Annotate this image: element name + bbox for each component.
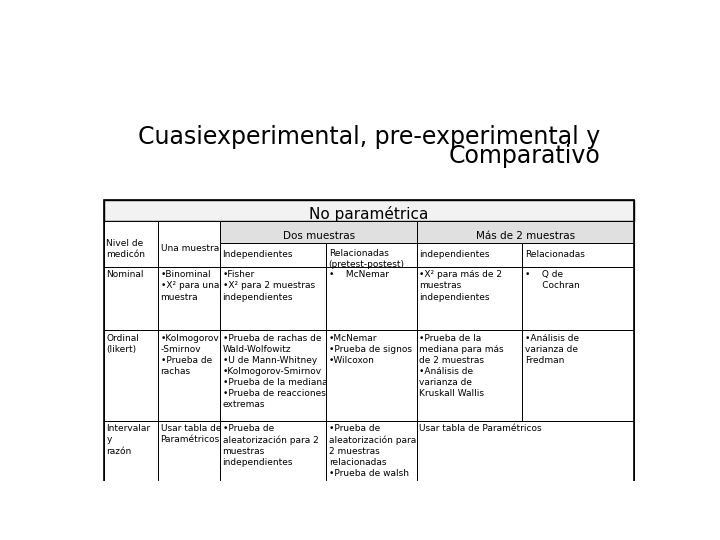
Text: •Prueba de
aleatorización para
2 muestras
relacionadas
•Prueba de walsh: •Prueba de aleatorización para 2 muestra… bbox=[329, 424, 416, 478]
Bar bbox=[417, 330, 523, 421]
Text: Relacionadas: Relacionadas bbox=[525, 251, 585, 260]
Text: •    McNemar: • McNemar bbox=[329, 271, 389, 279]
Text: •Análisis de
varianza de
Fredman: •Análisis de varianza de Fredman bbox=[525, 334, 579, 364]
Text: Cuasiexperimental, pre-experimental y: Cuasiexperimental, pre-experimental y bbox=[138, 125, 600, 149]
Bar bbox=[104, 330, 158, 421]
Bar bbox=[326, 330, 417, 421]
Bar bbox=[104, 221, 158, 267]
Text: Una muestra: Una muestra bbox=[161, 244, 219, 253]
Text: Usar tabla de Paramétricos: Usar tabla de Paramétricos bbox=[419, 424, 542, 434]
Text: •McNemar
•Prueba de signos
•Wilcoxon: •McNemar •Prueba de signos •Wilcoxon bbox=[329, 334, 412, 364]
Bar bbox=[104, 267, 158, 330]
Bar bbox=[104, 421, 158, 492]
Bar bbox=[417, 421, 523, 492]
Text: •Fisher
•X² para 2 muestras
independientes: •Fisher •X² para 2 muestras independient… bbox=[222, 271, 315, 301]
Bar bbox=[417, 221, 634, 242]
Bar bbox=[158, 267, 220, 330]
Text: No paramétrica: No paramétrica bbox=[310, 206, 428, 222]
Text: Más de 2 muestras: Más de 2 muestras bbox=[476, 231, 575, 241]
Bar bbox=[220, 421, 326, 492]
Bar bbox=[523, 267, 634, 330]
Bar bbox=[326, 421, 417, 492]
Bar bbox=[417, 421, 634, 492]
Bar bbox=[417, 242, 523, 267]
Bar bbox=[220, 242, 326, 267]
Text: Intervalar
y
razón: Intervalar y razón bbox=[107, 424, 150, 456]
Bar bbox=[523, 242, 634, 267]
Text: Nominal: Nominal bbox=[107, 271, 144, 279]
Bar bbox=[158, 221, 220, 267]
Bar bbox=[326, 242, 417, 267]
Bar bbox=[158, 330, 220, 421]
Bar bbox=[104, 200, 634, 492]
Text: Usar tabla de
Paramétricos: Usar tabla de Paramétricos bbox=[161, 424, 221, 444]
Bar bbox=[220, 330, 326, 421]
Bar bbox=[220, 267, 326, 330]
Text: •Prueba de la
mediana para más
de 2 muestras
•Análisis de
varianza de
Kruskall W: •Prueba de la mediana para más de 2 mues… bbox=[419, 334, 504, 398]
Text: •Kolmogorov
-Smirnov
•Prueba de
rachas: •Kolmogorov -Smirnov •Prueba de rachas bbox=[161, 334, 220, 376]
Text: •    Q de
      Cochran: • Q de Cochran bbox=[525, 271, 580, 291]
Text: Relacionadas
(pretest-postest): Relacionadas (pretest-postest) bbox=[329, 249, 405, 269]
Text: •Prueba de rachas de
Wald-Wolfowitz
•U de Mann-Whitney
•Kolmogorov-Smirnov
•Prue: •Prueba de rachas de Wald-Wolfowitz •U d… bbox=[222, 334, 327, 409]
Bar bbox=[417, 267, 523, 330]
Text: Dos muestras: Dos muestras bbox=[282, 231, 355, 241]
Text: •Prueba de
aleatorización para 2
muestras
independientes: •Prueba de aleatorización para 2 muestra… bbox=[222, 424, 318, 467]
Text: Ordinal
(likert): Ordinal (likert) bbox=[107, 334, 139, 354]
Text: Independientes: Independientes bbox=[222, 251, 293, 260]
Text: independientes: independientes bbox=[419, 251, 490, 260]
Text: Comparativo: Comparativo bbox=[448, 144, 600, 168]
Bar bbox=[220, 221, 417, 242]
Bar bbox=[326, 267, 417, 330]
Bar bbox=[523, 421, 634, 492]
Bar bbox=[523, 330, 634, 421]
Text: Nivel de
medicón: Nivel de medicón bbox=[107, 239, 145, 259]
Text: •Binominal
•X² para una
muestra: •Binominal •X² para una muestra bbox=[161, 271, 219, 301]
Bar bbox=[158, 421, 220, 492]
Bar bbox=[104, 200, 634, 221]
Text: •X² para más de 2
muestras
independientes: •X² para más de 2 muestras independiente… bbox=[419, 271, 503, 301]
